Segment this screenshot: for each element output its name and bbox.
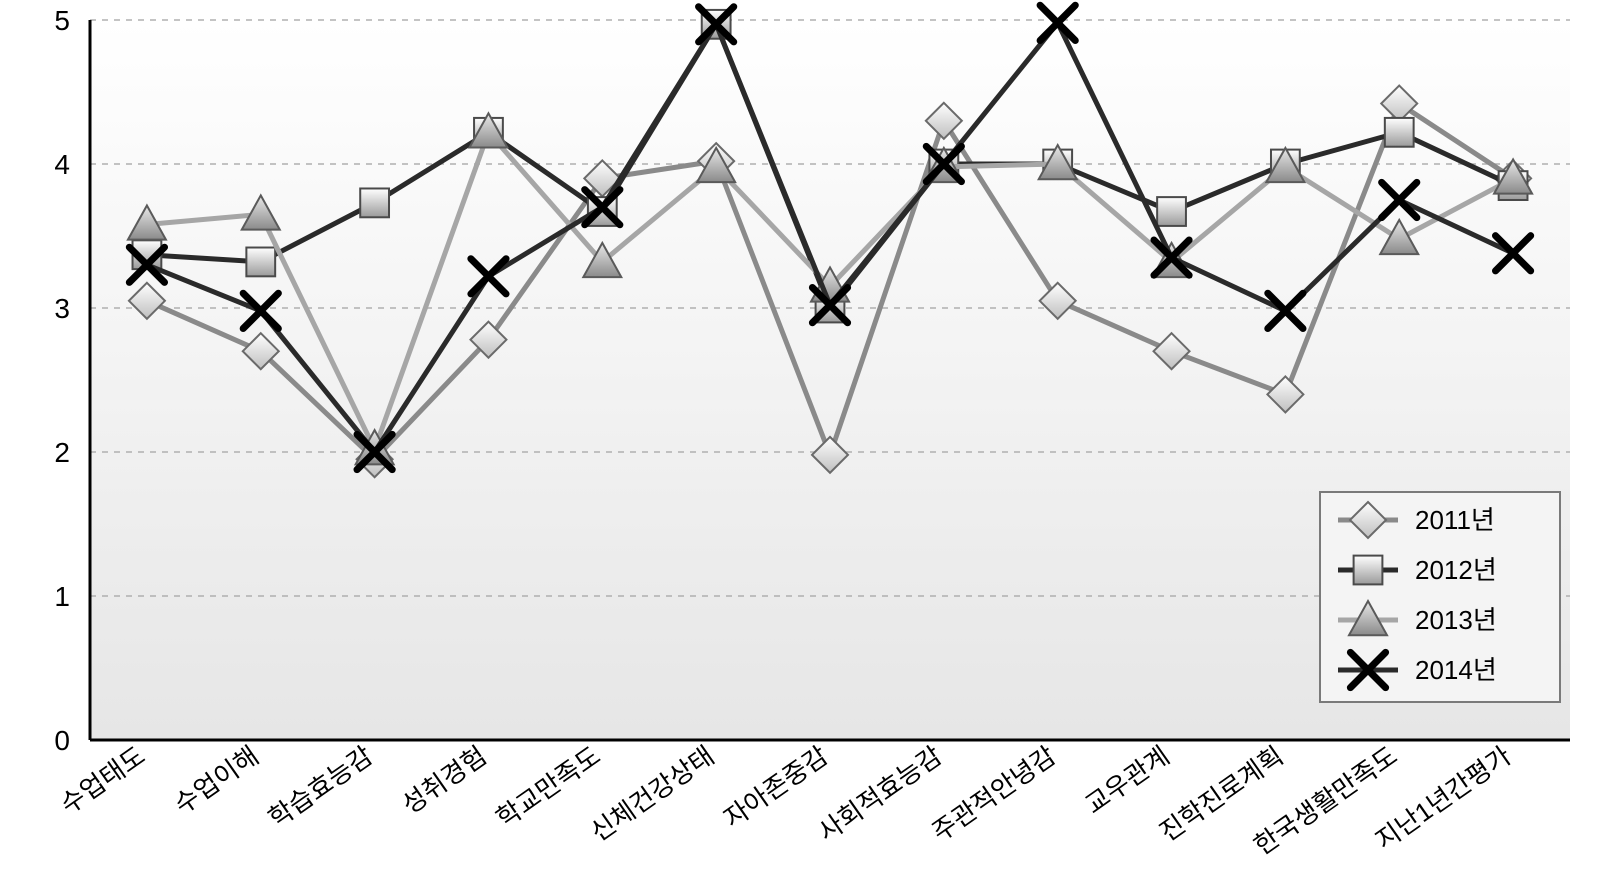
legend-label: 2011년 [1415, 505, 1495, 535]
y-tick-label: 4 [54, 149, 70, 180]
category-label: 학습효능감 [263, 740, 378, 833]
category-label: 교우관계 [1079, 740, 1175, 819]
legend-label: 2013년 [1415, 605, 1497, 635]
y-tick-label: 5 [54, 5, 70, 36]
y-tick-label: 0 [54, 725, 70, 756]
category-label: 사회적효능감 [813, 740, 948, 847]
legend: 2011년 2012년 2013년 2014년 [1320, 492, 1560, 702]
category-label: 신체건강상태 [585, 740, 720, 847]
category-label: 성취경험 [396, 740, 492, 819]
category-label: 주관적안녕감 [926, 740, 1061, 847]
y-tick-label: 2 [54, 437, 70, 468]
category-label: 수업이해 [169, 740, 265, 819]
legend-label: 2014년 [1415, 655, 1497, 685]
y-tick-label: 1 [54, 581, 70, 612]
legend-label: 2012년 [1415, 555, 1497, 585]
line-chart: 012345수업태도수업이해학습효능감성취경험학교만족도신체건강상태자아존중감사… [0, 0, 1606, 886]
y-tick-label: 3 [54, 293, 70, 324]
